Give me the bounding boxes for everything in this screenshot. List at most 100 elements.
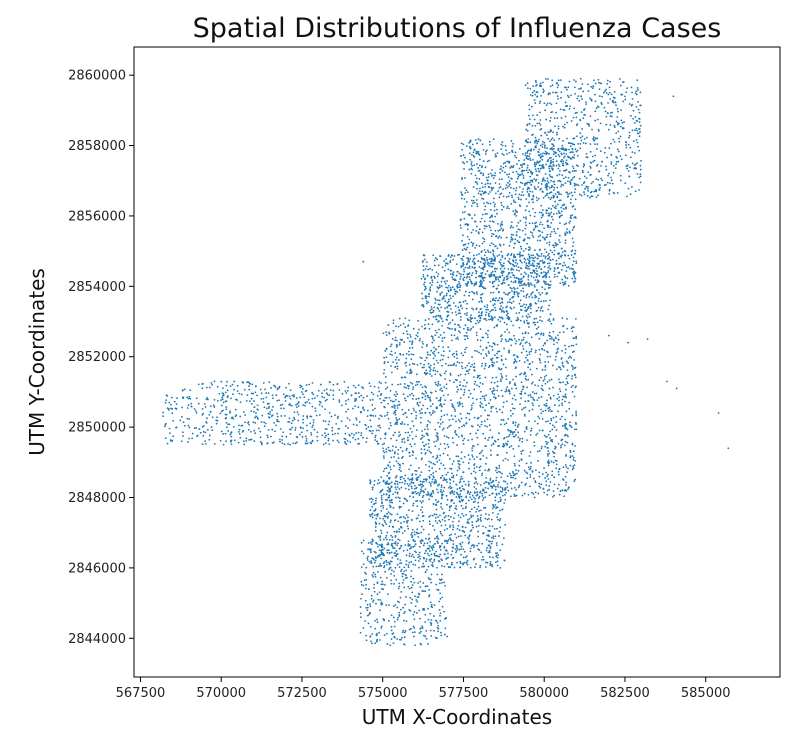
data-point [382,504,385,507]
data-point [417,596,420,598]
data-point [491,487,494,489]
data-point [499,225,502,227]
data-point [464,351,466,354]
data-point [461,405,464,408]
data-point [501,508,504,511]
data-point [574,198,577,201]
data-point [568,407,571,410]
data-point [446,503,448,506]
data-point [463,211,466,213]
data-point [544,364,547,367]
data-point [256,408,259,411]
data-point [484,364,487,367]
data-point [276,387,279,390]
data-point [536,253,538,255]
data-point [408,552,411,555]
data-point [475,254,478,256]
data-point [508,258,511,260]
data-point [523,322,526,324]
data-point [380,509,383,512]
data-point [195,427,198,429]
data-point [468,278,471,281]
data-point [479,381,482,384]
data-point [372,571,375,574]
data-point [382,447,384,450]
data-point [492,262,495,265]
data-point [387,417,390,420]
data-point [412,482,415,485]
data-point [384,396,387,399]
data-point [555,164,558,167]
data-point [492,537,495,540]
data-point [551,474,553,477]
data-point [472,186,475,188]
data-point [484,362,487,365]
data-point [340,420,343,423]
data-point [495,376,498,379]
data-point [404,412,406,415]
data-point [463,561,466,564]
data-point [538,337,541,340]
data-point [480,274,483,277]
data-point [493,205,496,208]
data-point [478,425,481,428]
data-point [355,397,358,400]
data-point [440,565,443,567]
data-point [446,286,449,289]
data-point [459,224,462,227]
data-point [428,477,431,479]
data-point [545,402,548,405]
data-point [420,384,422,386]
data-point [302,415,305,417]
data-point [543,280,545,283]
data-point [369,509,372,511]
data-point [427,268,430,271]
data-point [470,199,473,202]
data-point [282,407,285,410]
data-point [253,400,255,402]
data-point [483,305,486,308]
data-point [557,483,560,486]
data-point [480,352,483,355]
data-point [485,566,487,568]
data-point [357,437,360,440]
data-point [496,324,498,327]
data-point [534,249,536,252]
data-point [405,620,408,623]
data-point [458,309,461,312]
data-point [472,308,475,311]
data-point [477,497,480,500]
data-point [389,390,392,392]
data-point [428,550,431,552]
data-point [456,286,459,289]
data-point [552,490,555,492]
data-point [533,420,536,423]
data-point [486,425,489,428]
data-point [477,417,480,419]
data-point [255,412,257,414]
data-point [299,396,302,399]
data-point [424,390,427,393]
data-point [474,478,477,481]
data-point [332,383,335,386]
data-point [503,321,506,324]
data-point [424,621,427,623]
data-point [570,357,573,359]
data-point [569,449,572,452]
data-point [475,520,478,523]
data-point [535,275,538,278]
data-point [446,262,449,265]
data-point [485,225,487,228]
data-point [382,455,385,458]
data-point [398,528,401,531]
data-point [424,478,427,481]
data-point [408,479,411,481]
data-point [567,374,570,377]
data-point [384,437,387,440]
data-point [408,363,411,366]
data-point [396,563,399,566]
data-point [338,401,341,403]
data-point [562,365,565,368]
data-point [511,470,514,473]
data-point [510,307,513,310]
